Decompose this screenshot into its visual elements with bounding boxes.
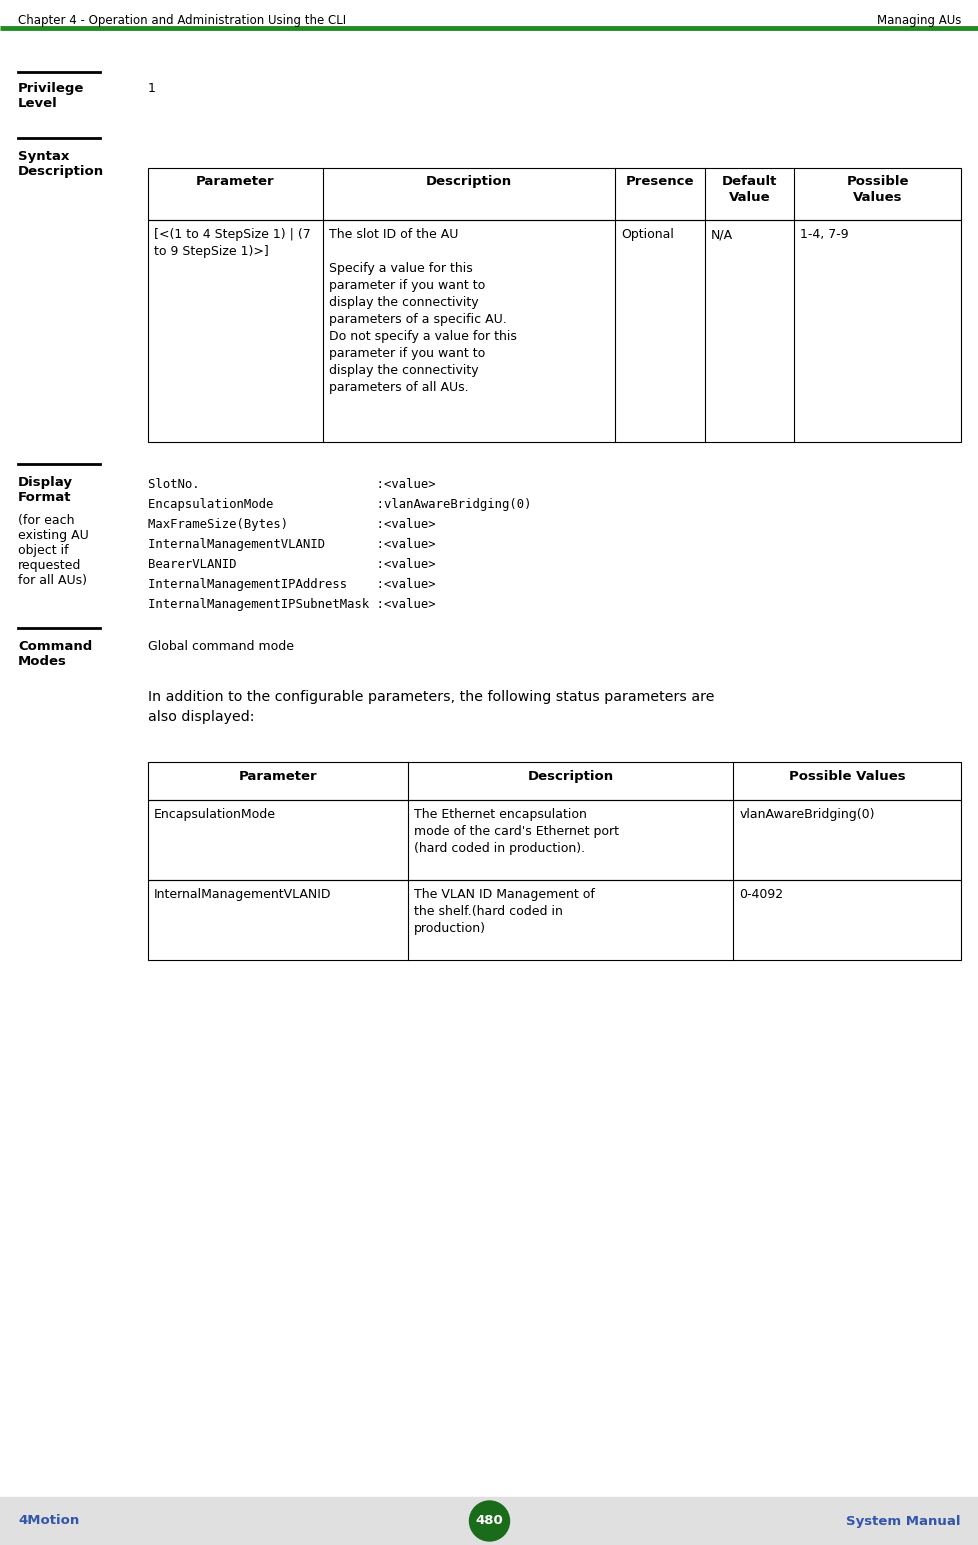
Text: InternalManagementVLANID: InternalManagementVLANID: [154, 888, 332, 901]
Text: Syntax: Syntax: [18, 150, 69, 164]
Text: Possible Values: Possible Values: [788, 769, 905, 783]
Text: The slot ID of the AU

Specify a value for this
parameter if you want to
display: The slot ID of the AU Specify a value fo…: [329, 229, 516, 394]
Text: The VLAN ID Management of
the shelf.(hard coded in
production): The VLAN ID Management of the shelf.(har…: [414, 888, 595, 935]
Text: 0-4092: 0-4092: [738, 888, 782, 901]
Text: Description: Description: [425, 175, 511, 188]
Text: [<(1 to 4 StepSize 1) | (7
to 9 StepSize 1)>]: [<(1 to 4 StepSize 1) | (7 to 9 StepSize…: [154, 229, 310, 258]
Text: Global command mode: Global command mode: [148, 640, 293, 654]
Text: Display: Display: [18, 476, 73, 490]
Bar: [148, 881, 960, 959]
Text: N/A: N/A: [710, 229, 733, 241]
Text: vlanAwareBridging(0): vlanAwareBridging(0): [738, 808, 874, 820]
Text: Description: Description: [18, 165, 104, 178]
Text: Format: Format: [18, 491, 71, 504]
Bar: [148, 800, 960, 881]
Text: Possible
Values: Possible Values: [846, 175, 908, 204]
Text: object if: object if: [18, 544, 68, 558]
Circle shape: [469, 1502, 509, 1540]
Text: 480: 480: [475, 1514, 503, 1528]
Text: for all AUs): for all AUs): [18, 575, 87, 587]
Text: Managing AUs: Managing AUs: [875, 14, 960, 26]
Text: Level: Level: [18, 97, 58, 110]
Text: requested: requested: [18, 559, 81, 572]
Text: Description: Description: [527, 769, 613, 783]
Text: Command: Command: [18, 640, 92, 654]
Text: InternalManagementIPAddress    :<value>: InternalManagementIPAddress :<value>: [148, 578, 435, 592]
Text: 1-4, 7-9: 1-4, 7-9: [800, 229, 848, 241]
Bar: [148, 168, 960, 219]
Text: Presence: Presence: [625, 175, 693, 188]
Bar: [148, 762, 960, 800]
Text: EncapsulationMode              :vlanAwareBridging(0): EncapsulationMode :vlanAwareBridging(0): [148, 497, 531, 511]
Text: InternalManagementIPSubnetMask :<value>: InternalManagementIPSubnetMask :<value>: [148, 598, 435, 610]
Text: Privilege: Privilege: [18, 82, 84, 94]
Text: Default
Value: Default Value: [721, 175, 777, 204]
Text: 1: 1: [148, 82, 156, 94]
Text: Parameter: Parameter: [239, 769, 317, 783]
Text: In addition to the configurable parameters, the following status parameters are
: In addition to the configurable paramete…: [148, 691, 714, 723]
Text: EncapsulationMode: EncapsulationMode: [154, 808, 276, 820]
Text: BearerVLANID                   :<value>: BearerVLANID :<value>: [148, 558, 435, 572]
Text: Modes: Modes: [18, 655, 67, 667]
Text: The Ethernet encapsulation
mode of the card's Ethernet port
(hard coded in produ: The Ethernet encapsulation mode of the c…: [414, 808, 618, 854]
Text: MaxFrameSize(Bytes)            :<value>: MaxFrameSize(Bytes) :<value>: [148, 518, 435, 531]
Text: InternalManagementVLANID       :<value>: InternalManagementVLANID :<value>: [148, 538, 435, 552]
Text: SlotNo.                        :<value>: SlotNo. :<value>: [148, 477, 435, 491]
Text: 4Motion: 4Motion: [18, 1514, 79, 1528]
Bar: [0, 1497, 978, 1545]
Text: Optional: Optional: [621, 229, 674, 241]
Text: existing AU: existing AU: [18, 528, 89, 542]
Text: Parameter: Parameter: [196, 175, 275, 188]
Text: System Manual: System Manual: [846, 1514, 960, 1528]
Text: (for each: (for each: [18, 514, 74, 527]
Text: Chapter 4 - Operation and Administration Using the CLI: Chapter 4 - Operation and Administration…: [18, 14, 346, 26]
Bar: [148, 219, 960, 442]
